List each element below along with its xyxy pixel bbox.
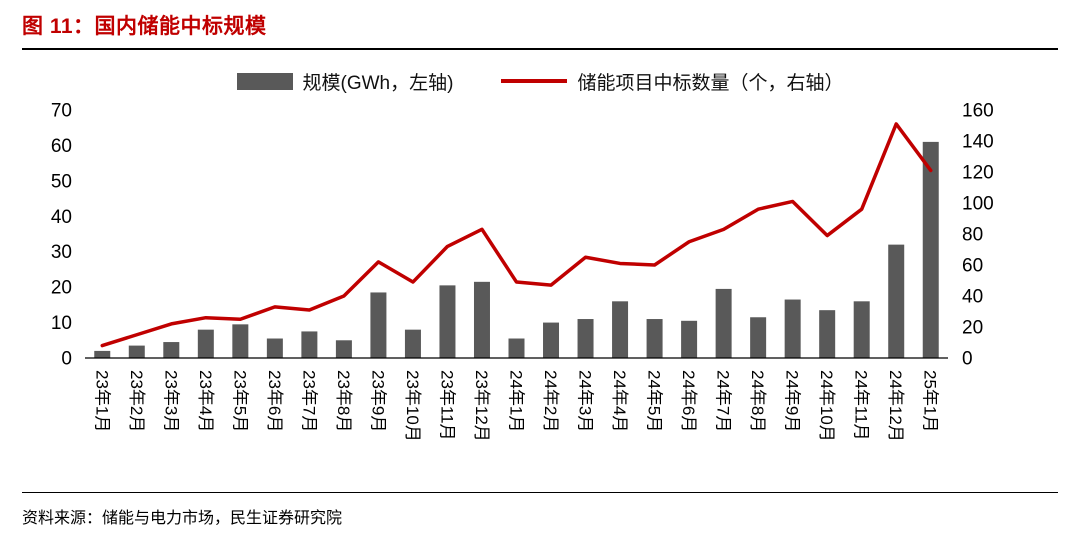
bar	[888, 244, 905, 358]
source-note: 资料来源：储能与电力市场，民生证券研究院	[22, 510, 343, 527]
legend-item-bar: 规模(GWh，左轴)	[236, 68, 454, 95]
legend-bar-label: 规模(GWh，左轴)	[302, 72, 454, 94]
x-axis-label: 23年2月	[127, 370, 146, 432]
x-axis-label: 24年8月	[748, 370, 767, 432]
bar	[163, 342, 180, 358]
bar	[819, 310, 836, 358]
left-axis-tick: 40	[51, 207, 72, 228]
x-axis-label: 24年10月	[817, 370, 836, 442]
left-axis-tick: 70	[51, 101, 72, 122]
left-axis-tick: 50	[51, 171, 72, 192]
x-axis-label: 25年1月	[921, 370, 940, 432]
bar	[784, 299, 801, 358]
x-axis-label: 23年6月	[265, 370, 284, 432]
x-axis-label: 24年3月	[576, 370, 595, 432]
x-axis-label: 23年11月	[437, 370, 456, 441]
right-axis-tick: 160	[962, 101, 994, 122]
left-axis-tick: 20	[51, 278, 72, 299]
x-axis-label: 24年4月	[610, 370, 629, 432]
bar	[681, 320, 698, 358]
bar	[543, 322, 560, 358]
right-axis-tick: 140	[962, 132, 994, 153]
x-axis-label: 24年12月	[886, 370, 905, 442]
bar	[646, 319, 663, 358]
right-axis-tick: 60	[962, 256, 983, 277]
footer-divider	[22, 492, 1058, 493]
x-axis-label: 24年6月	[679, 370, 698, 432]
x-axis-label: 23年7月	[299, 370, 318, 432]
right-axis-tick: 40	[962, 287, 983, 308]
bar	[750, 317, 767, 358]
right-axis-tick: 20	[962, 318, 983, 339]
bar	[335, 340, 352, 358]
bar	[922, 141, 939, 358]
x-axis-label: 23年4月	[196, 370, 215, 432]
bar	[404, 329, 421, 358]
left-axis-tick: 10	[51, 313, 72, 334]
figure-title: 图 11：国内储能中标规模	[22, 10, 1058, 50]
line-series	[100, 122, 933, 348]
x-axis-label: 24年5月	[645, 370, 664, 432]
left-axis-tick: 30	[51, 242, 72, 263]
x-axis-label: 23年1月	[92, 370, 111, 432]
x-axis-label: 24年2月	[541, 370, 560, 432]
bar	[612, 301, 629, 358]
x-axis-label: 23年12月	[472, 370, 491, 442]
right-axis-tick: 120	[962, 163, 994, 184]
bar	[853, 301, 870, 358]
x-axis-label: 23年3月	[161, 370, 180, 432]
bar	[266, 338, 283, 358]
chart-legend: 规模(GWh，左轴) 储能项目中标数量（个，右轴）	[0, 66, 1080, 96]
line-series-swatch	[501, 79, 568, 83]
x-axis-label: 23年5月	[230, 370, 249, 432]
bar	[232, 324, 249, 358]
figure-footer: 资料来源：储能与电力市场，民生证券研究院	[0, 492, 1080, 528]
bar	[715, 288, 732, 358]
x-axis-label: 23年9月	[368, 370, 387, 432]
chart-area: 0 10 20 30 40 50 60 70 0 20 40 60 80 100 120 140 160 23年1…	[0, 96, 1080, 488]
bar	[473, 281, 490, 358]
bar	[94, 350, 111, 358]
x-axis-label: 24年11月	[852, 370, 871, 441]
combo-chart: 0 10 20 30 40 50 60 70 0 20 40 60 80 100 120 140 160 23年1…	[51, 101, 994, 442]
legend-item-line: 储能项目中标数量（个，右轴）	[501, 68, 843, 95]
right-axis-tick: 0	[962, 349, 973, 370]
bar	[508, 338, 525, 358]
bar	[197, 329, 214, 358]
x-axis-label: 24年7月	[714, 370, 733, 432]
x-axis-label: 23年8月	[334, 370, 353, 432]
left-axis-tick: 60	[51, 136, 72, 157]
bar	[439, 285, 456, 358]
right-axis-tick: 100	[962, 194, 994, 215]
x-axis-label: 23年10月	[403, 370, 422, 442]
right-axis-tick: 80	[962, 225, 983, 246]
x-axis-label: 24年1月	[507, 370, 526, 432]
bar	[128, 345, 145, 358]
legend-line-label: 储能项目中标数量（个，右轴）	[577, 72, 844, 94]
bar	[577, 319, 594, 358]
x-axis-label: 24年9月	[783, 370, 802, 432]
left-axis-tick: 0	[61, 349, 72, 370]
bar	[370, 292, 387, 358]
figure-header: 图 11：国内储能中标规模	[0, 0, 1080, 50]
bar	[301, 331, 318, 358]
bar-series-swatch	[236, 72, 293, 90]
